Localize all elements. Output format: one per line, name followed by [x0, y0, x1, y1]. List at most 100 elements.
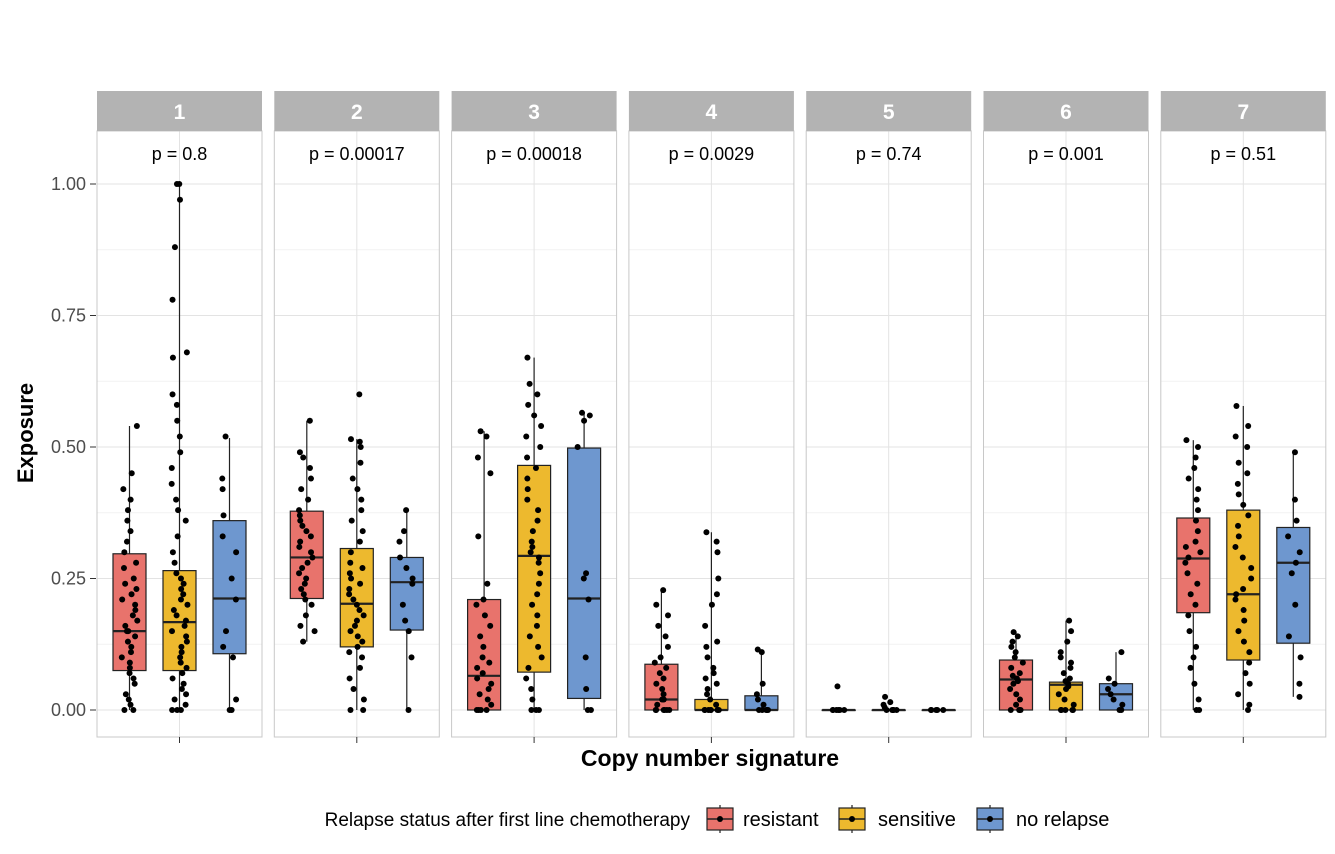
data-point	[529, 543, 536, 550]
data-point	[479, 654, 486, 661]
data-point	[302, 612, 309, 619]
data-point	[1193, 643, 1200, 650]
boxplot-resistant	[289, 417, 324, 645]
data-point	[356, 391, 363, 398]
data-point	[182, 701, 189, 708]
data-point	[220, 643, 227, 650]
data-point	[296, 449, 303, 456]
data-point	[173, 401, 180, 408]
data-point	[1235, 491, 1242, 498]
data-point	[1196, 707, 1203, 713]
data-point	[347, 628, 354, 635]
data-point	[308, 549, 315, 556]
data-point	[1235, 522, 1242, 529]
data-point	[1192, 538, 1199, 545]
legend: Relapse status after first line chemothe…	[325, 805, 1109, 833]
data-point	[1242, 670, 1249, 677]
facet-strip-label: 3	[528, 101, 540, 124]
data-point	[1192, 517, 1199, 524]
boxplot-no-relapse	[1098, 649, 1134, 713]
data-point	[586, 412, 593, 419]
data-point	[1013, 691, 1020, 698]
data-point	[177, 659, 184, 666]
data-point	[488, 701, 495, 708]
y-tick-label: 0.75	[51, 306, 86, 326]
data-point	[829, 707, 836, 713]
facet-strip-label: 7	[1237, 101, 1249, 124]
data-point	[347, 559, 354, 566]
data-point	[1240, 501, 1247, 508]
boxplot-no-relapse	[1276, 449, 1311, 700]
data-point	[1248, 575, 1255, 582]
data-point	[346, 591, 353, 598]
data-point	[474, 664, 481, 671]
data-point	[169, 707, 176, 713]
data-point	[171, 696, 178, 703]
data-point	[399, 601, 406, 608]
data-point	[1118, 649, 1125, 656]
data-point	[1009, 672, 1016, 679]
legend-key-point	[849, 816, 855, 822]
data-point	[125, 696, 132, 703]
x-axis-title: Copy number signature	[581, 745, 839, 771]
data-point	[1234, 480, 1241, 487]
data-point	[126, 664, 133, 671]
data-point	[121, 707, 128, 713]
p-value-label: p = 0.00018	[486, 144, 582, 164]
data-point	[356, 438, 363, 445]
data-point	[128, 643, 135, 650]
data-point	[1296, 680, 1303, 687]
data-point	[1007, 685, 1014, 692]
data-point	[1119, 701, 1126, 708]
legend-key-no-relapse: no relapse	[976, 805, 1109, 833]
data-point	[702, 675, 709, 682]
data-point	[351, 622, 358, 629]
data-point	[1118, 707, 1125, 713]
data-point	[350, 596, 357, 603]
data-point	[122, 580, 129, 587]
data-point	[704, 685, 711, 692]
data-point	[1066, 675, 1073, 682]
boxplot-sensitive	[516, 354, 552, 713]
data-point	[1010, 629, 1017, 636]
data-point	[524, 486, 531, 493]
data-point	[297, 517, 304, 524]
data-point	[303, 528, 310, 535]
facet-panel: p = 0.0029 4	[628, 91, 795, 743]
data-point	[474, 675, 481, 682]
data-point	[1233, 591, 1240, 598]
data-point	[357, 444, 364, 450]
data-point	[583, 685, 590, 692]
data-point	[1288, 570, 1295, 577]
data-point	[893, 707, 900, 713]
data-point	[1014, 633, 1021, 640]
data-point	[183, 633, 190, 640]
data-point	[1008, 664, 1015, 671]
data-point	[304, 559, 311, 566]
data-point	[1297, 654, 1304, 661]
data-point	[1013, 701, 1020, 708]
data-point	[535, 559, 542, 566]
data-point	[169, 675, 176, 682]
data-point	[346, 675, 353, 682]
data-point	[174, 417, 181, 424]
data-point	[704, 654, 711, 661]
p-value-label: p = 0.001	[1028, 144, 1104, 164]
boxplot-resistant	[467, 428, 502, 713]
data-point	[1191, 465, 1198, 472]
data-point	[131, 680, 138, 687]
data-point	[129, 612, 136, 619]
facet-strip	[274, 91, 440, 131]
data-point	[1296, 693, 1303, 700]
data-point	[484, 696, 491, 703]
data-point	[177, 449, 184, 456]
data-point	[532, 465, 539, 472]
data-point	[173, 181, 180, 187]
data-point	[1057, 654, 1064, 661]
data-point	[473, 601, 480, 608]
data-point	[714, 549, 721, 556]
data-point	[538, 422, 545, 429]
data-point	[1194, 507, 1201, 514]
data-point	[1285, 633, 1292, 640]
data-point	[356, 538, 363, 545]
